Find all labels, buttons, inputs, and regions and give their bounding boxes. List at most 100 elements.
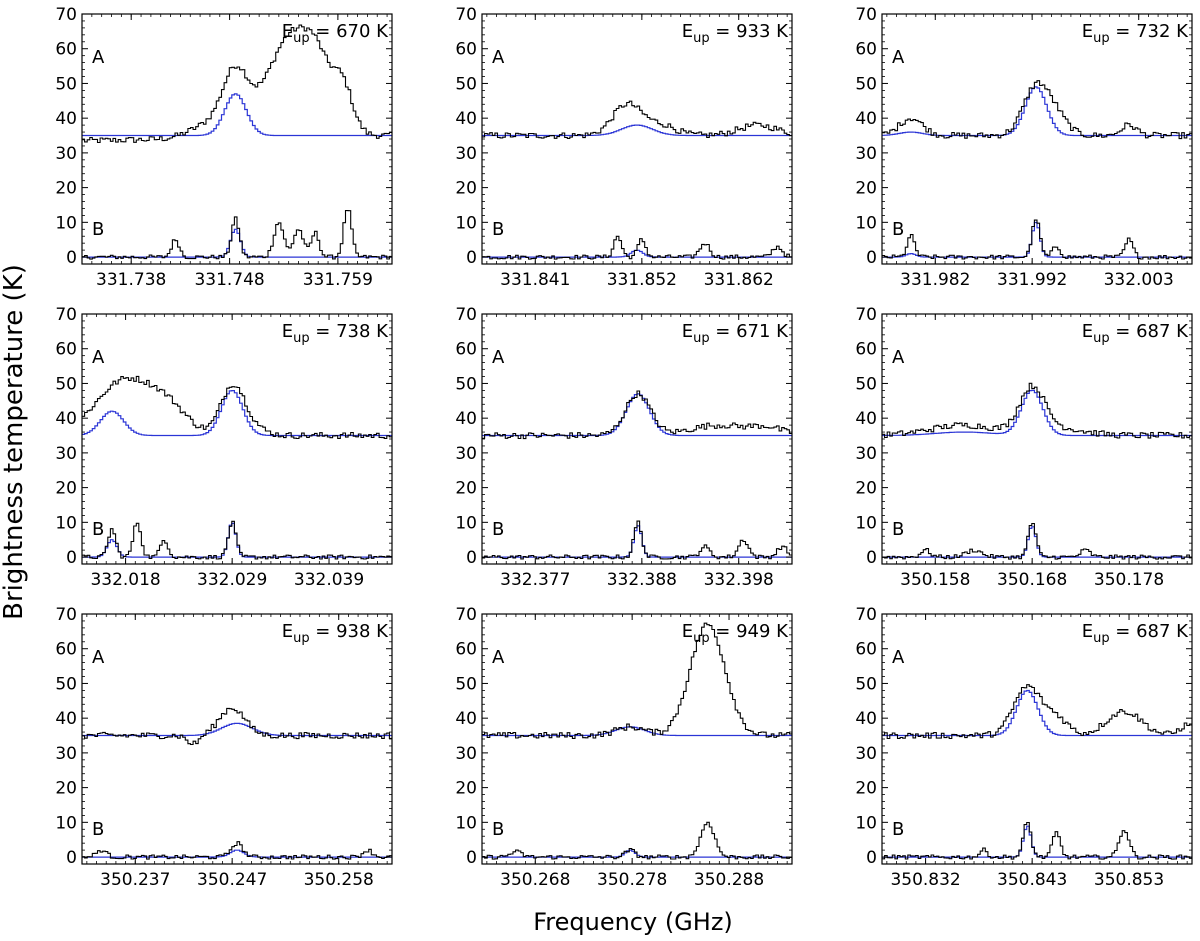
model-spectrum-A bbox=[82, 722, 392, 737]
y-tick-label: 20 bbox=[455, 179, 477, 199]
trace-label-B: B bbox=[492, 519, 504, 540]
observed-spectrum-A bbox=[82, 707, 392, 746]
observed-spectrum-B bbox=[882, 821, 1192, 860]
x-tick-label: 350.258 bbox=[304, 870, 374, 890]
y-tick-label: 0 bbox=[66, 848, 77, 868]
y-tick-label: 20 bbox=[55, 479, 77, 499]
eup-annotation: Eup = 949 K bbox=[682, 621, 789, 646]
y-tick-label: 70 bbox=[855, 305, 877, 325]
y-tick-label: 40 bbox=[455, 109, 477, 129]
x-tick-label: 350.168 bbox=[997, 570, 1067, 590]
y-tick-label: 20 bbox=[55, 779, 77, 799]
eup-annotation: Eup = 687 K bbox=[1082, 321, 1189, 346]
y-tick-label: 30 bbox=[55, 744, 77, 764]
observed-spectrum-B bbox=[882, 522, 1192, 560]
x-tick-label: 332.388 bbox=[607, 570, 677, 590]
y-tick-label: 60 bbox=[455, 340, 477, 360]
model-spectrum-A bbox=[82, 93, 392, 137]
axes-frame bbox=[881, 313, 1193, 565]
spectrum-panel: 0 10 20 30 40 50 60 70 332.377 332.388 332.398 A B Eu… bbox=[455, 305, 793, 590]
trace-label-A: A bbox=[892, 647, 905, 668]
y-tick-label: 70 bbox=[55, 605, 77, 625]
model-spectrum-B bbox=[82, 228, 392, 258]
plot-area bbox=[482, 390, 792, 560]
trace-label-B: B bbox=[892, 519, 904, 540]
axes-frame bbox=[881, 13, 1193, 265]
y-tick-label: 70 bbox=[855, 605, 877, 625]
y-tick-label: 70 bbox=[55, 5, 77, 25]
y-tick-label: 50 bbox=[55, 674, 77, 694]
spectrum-panel: 0 10 20 30 40 50 60 70 331.738 331.748 331.759 A B Eu… bbox=[55, 5, 393, 290]
y-tick-label: 30 bbox=[55, 144, 77, 164]
eup-annotation: Eup = 671 K bbox=[682, 321, 789, 346]
x-tick-label: 332.003 bbox=[1104, 270, 1174, 290]
y-tick-label: 50 bbox=[855, 674, 877, 694]
y-tick-label: 10 bbox=[855, 813, 877, 833]
y-tick-label: 70 bbox=[55, 305, 77, 325]
observed-spectrum-A bbox=[82, 375, 392, 440]
x-tick-label: 350.178 bbox=[1094, 570, 1164, 590]
y-tick-label: 20 bbox=[455, 779, 477, 799]
y-tick-label: 0 bbox=[866, 848, 877, 868]
model-spectrum-A bbox=[882, 389, 1192, 437]
x-tick-label: 350.268 bbox=[500, 870, 570, 890]
x-tick-label: 350.247 bbox=[197, 870, 267, 890]
axes-frame bbox=[81, 13, 393, 265]
spectrum-panel: 0 10 20 30 40 50 60 70 331.982 331.992 332.003 A B Eu… bbox=[855, 5, 1193, 290]
y-tick-label: 10 bbox=[855, 513, 877, 533]
y-tick-label: 20 bbox=[855, 779, 877, 799]
spectrum-panel: 0 10 20 30 40 50 60 70 350.832 350.843 350.853 A B Eu… bbox=[855, 605, 1193, 890]
y-tick-label: 50 bbox=[455, 674, 477, 694]
trace-label-A: A bbox=[892, 347, 905, 368]
plot-area bbox=[882, 80, 1192, 260]
eup-annotation: Eup = 938 K bbox=[282, 621, 389, 646]
trace-label-B: B bbox=[492, 219, 504, 240]
panel-grid: 0 10 20 30 40 50 60 70 331.738 331.748 331.759 A B Eu… bbox=[55, 5, 1193, 890]
y-tick-label: 30 bbox=[455, 744, 477, 764]
observed-spectrum-A bbox=[482, 100, 792, 139]
y-tick-label: 40 bbox=[455, 409, 477, 429]
model-spectrum-B bbox=[882, 825, 1192, 858]
model-spectrum-B bbox=[482, 249, 792, 258]
spectrum-panel: 0 10 20 30 40 50 60 70 350.268 350.278 350.288 A B Eu… bbox=[455, 605, 793, 890]
trace-label-A: A bbox=[492, 647, 505, 668]
y-tick-label: 20 bbox=[855, 179, 877, 199]
plot-area bbox=[82, 707, 392, 860]
y-tick-label: 40 bbox=[455, 709, 477, 729]
eup-annotation: Eup = 732 K bbox=[1082, 21, 1189, 46]
trace-label-B: B bbox=[892, 219, 904, 240]
y-tick-label: 20 bbox=[455, 479, 477, 499]
observed-spectrum-A bbox=[882, 684, 1192, 740]
y-tick-label: 60 bbox=[455, 40, 477, 60]
axes-frame bbox=[81, 313, 393, 565]
eup-annotation: Eup = 933 K bbox=[682, 21, 789, 46]
y-tick-label: 50 bbox=[855, 74, 877, 94]
y-tick-label: 50 bbox=[455, 374, 477, 394]
model-spectrum-B bbox=[82, 849, 392, 858]
x-tick-label: 332.039 bbox=[294, 570, 364, 590]
x-tick-label: 332.029 bbox=[197, 570, 267, 590]
y-tick-label: 30 bbox=[855, 744, 877, 764]
x-tick-label: 332.398 bbox=[704, 570, 774, 590]
observed-spectrum-B bbox=[82, 520, 392, 560]
x-tick-label: 331.841 bbox=[500, 270, 570, 290]
y-tick-label: 10 bbox=[55, 213, 77, 233]
trace-label-A: A bbox=[92, 47, 105, 68]
y-tick-label: 50 bbox=[55, 374, 77, 394]
y-tick-label: 40 bbox=[855, 109, 877, 129]
plot-area bbox=[82, 24, 392, 260]
x-tick-label: 331.738 bbox=[96, 270, 166, 290]
y-tick-label: 10 bbox=[55, 513, 77, 533]
y-tick-label: 70 bbox=[455, 605, 477, 625]
x-tick-label: 350.278 bbox=[597, 870, 667, 890]
x-tick-label: 350.832 bbox=[890, 870, 960, 890]
trace-label-B: B bbox=[492, 819, 504, 840]
trace-label-B: B bbox=[92, 219, 104, 240]
y-tick-label: 60 bbox=[55, 40, 77, 60]
trace-label-B: B bbox=[92, 519, 104, 540]
y-tick-label: 40 bbox=[855, 409, 877, 429]
y-tick-label: 60 bbox=[855, 640, 877, 660]
spectrum-panel: 0 10 20 30 40 50 60 70 331.841 331.852 331.862 A B Eu… bbox=[455, 5, 793, 290]
trace-label-A: A bbox=[492, 47, 505, 68]
